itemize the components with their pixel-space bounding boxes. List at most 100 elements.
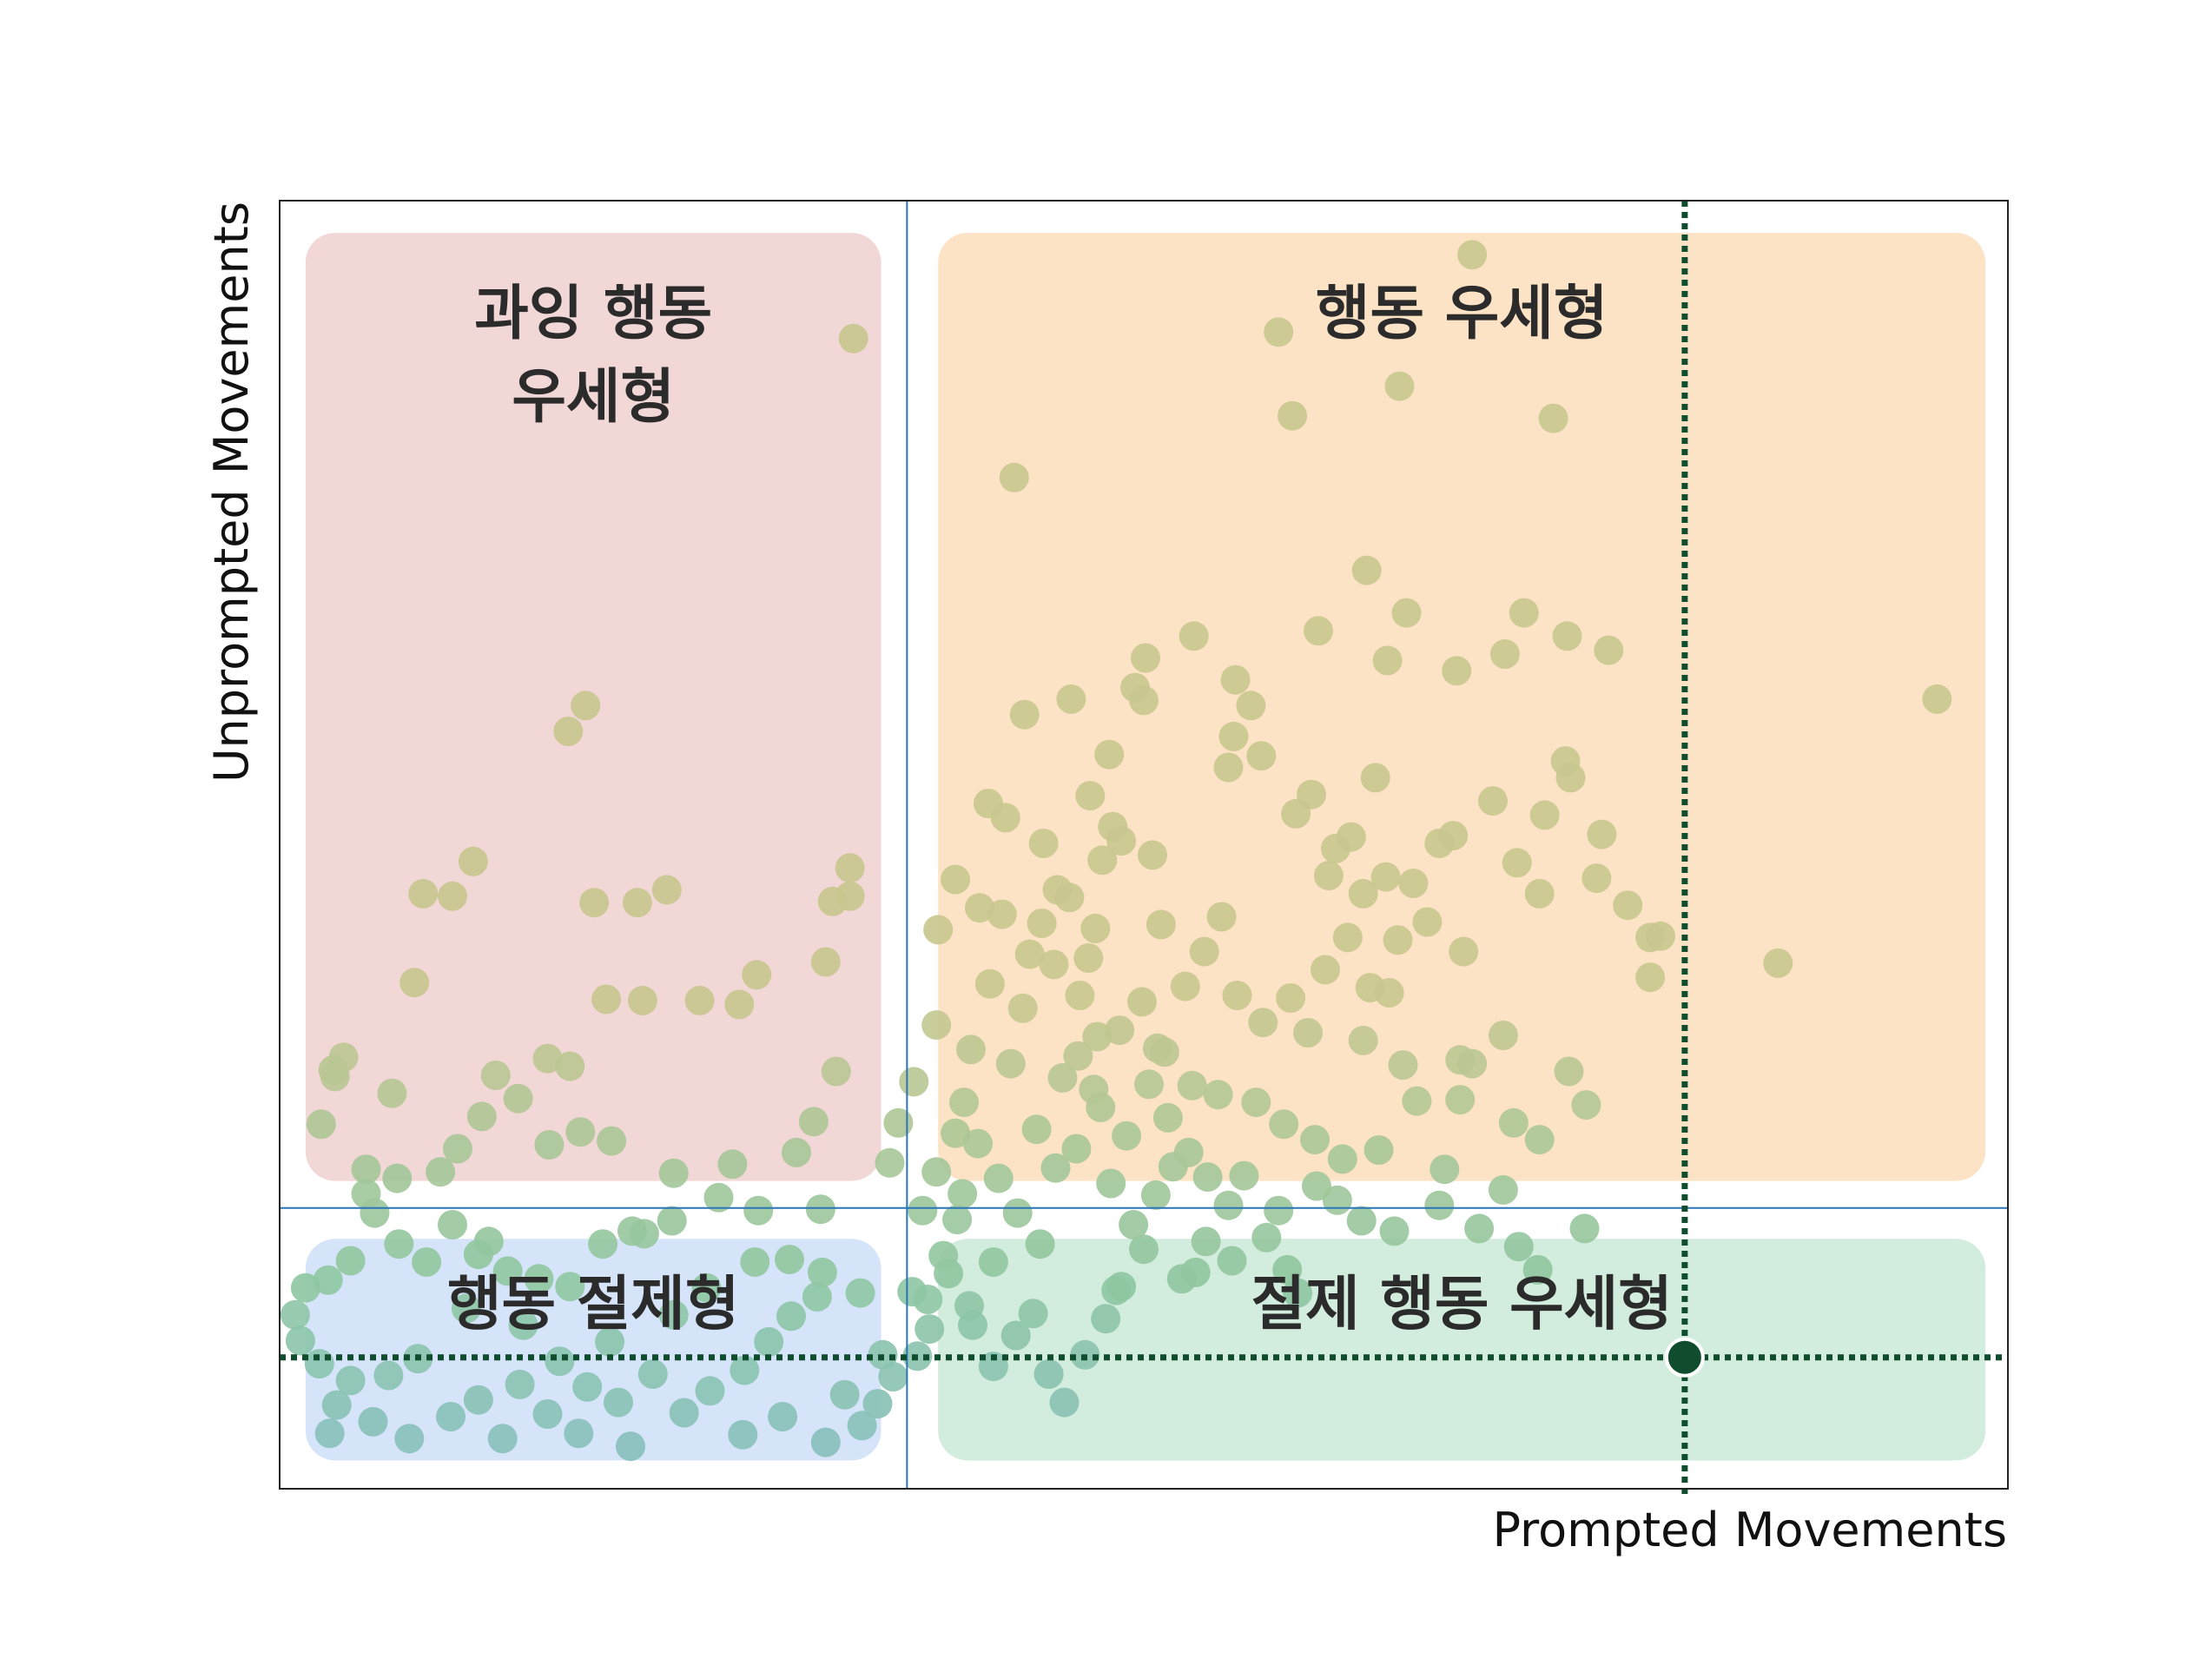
x-axis-label: Prompted Movements — [1492, 1503, 2007, 1557]
scatter-point — [321, 1390, 352, 1420]
scatter-point — [754, 1326, 784, 1357]
scatter-point — [941, 1118, 971, 1148]
scatter-point — [1364, 1135, 1394, 1165]
scatter-point — [1555, 763, 1586, 793]
scatter-point — [306, 1109, 336, 1140]
scatter-point — [817, 886, 848, 916]
scatter-point — [651, 875, 682, 905]
scatter-point — [862, 1389, 893, 1419]
scatter-point — [1538, 403, 1568, 433]
scatter-point — [724, 989, 755, 1020]
scatter-point — [1587, 819, 1617, 849]
scatter-point — [564, 1418, 594, 1449]
scatter-point — [555, 1272, 585, 1302]
scatter-point — [565, 1117, 596, 1147]
scatter-point — [532, 1043, 563, 1074]
scatter-point — [1322, 1185, 1352, 1215]
scatter-point — [782, 1137, 811, 1167]
scatter-point — [1047, 1062, 1078, 1093]
scatter-point — [443, 1134, 472, 1164]
scatter-point — [941, 864, 971, 895]
scatter-point — [408, 878, 439, 909]
scatter-point — [1304, 616, 1333, 646]
y-axis-label: Unprompted Movements — [204, 202, 259, 783]
scatter-point — [604, 1387, 633, 1418]
scatter-point — [942, 1205, 973, 1235]
scatter-point — [1302, 1171, 1331, 1201]
scatter-point — [1218, 721, 1249, 751]
scatter-point — [1351, 555, 1382, 585]
scatter-point — [838, 323, 868, 354]
scatter-point — [821, 1056, 851, 1087]
scatter-point — [524, 1264, 554, 1294]
scatter-point — [320, 1061, 350, 1092]
scatter-point — [508, 1310, 538, 1340]
scatter-point — [798, 1107, 829, 1137]
scatter-point — [740, 1247, 770, 1277]
scatter-point — [1049, 1387, 1080, 1418]
scatter-point — [1061, 1134, 1092, 1164]
scatter-point — [384, 1229, 414, 1259]
scatter-point — [1430, 1154, 1460, 1185]
scatter-point — [1379, 1216, 1410, 1246]
scatter-point — [1213, 752, 1244, 783]
scatter-point — [313, 1265, 343, 1295]
scatter-point — [1581, 863, 1612, 894]
scatter-point — [768, 1402, 798, 1431]
scatter-point — [1129, 1234, 1159, 1265]
scatter-point — [480, 1061, 511, 1090]
scatter-point — [1554, 1056, 1584, 1087]
scatter-points — [280, 240, 1952, 1462]
reference-lines — [280, 201, 2008, 1499]
scatter-point — [1529, 800, 1560, 830]
scatter-point — [1922, 684, 1952, 714]
scatter-point — [1028, 829, 1059, 858]
scatter-point — [1327, 1144, 1357, 1174]
scatter-point — [591, 984, 622, 1015]
scatter-point — [1134, 1069, 1164, 1100]
scatter-point — [948, 1179, 978, 1209]
scatter-point — [1009, 699, 1040, 730]
quadrant-4-label-line-1: 절제 행동 우세형 — [1251, 1270, 1673, 1338]
scatter-point — [913, 1285, 943, 1314]
scatter-point — [1372, 645, 1403, 676]
scatter-point — [1140, 1180, 1171, 1210]
scatter-point — [1229, 1160, 1259, 1191]
scatter-point — [995, 1048, 1026, 1079]
scatter-point — [1094, 739, 1125, 770]
scatter-point — [466, 1101, 497, 1132]
scatter-point — [669, 1398, 699, 1428]
scatter-point — [1412, 907, 1443, 937]
scatter-point — [458, 846, 488, 876]
scatter-point — [1383, 925, 1413, 955]
quadrant-1-label-line-2: 우세형 — [512, 363, 675, 432]
scatter-point — [802, 1282, 832, 1312]
scatter-point — [394, 1424, 425, 1454]
scatter-point — [426, 1157, 456, 1187]
scatter-point — [1189, 936, 1219, 967]
scatter-point — [1445, 1085, 1476, 1115]
scatter-point — [810, 1427, 841, 1457]
scatter-point — [658, 1158, 689, 1188]
scatter-point — [1283, 1278, 1313, 1308]
scatter-point — [1278, 400, 1308, 431]
quadrant-1-label-line-1: 과잉 행동 — [474, 280, 712, 348]
scatter-point — [1332, 922, 1363, 953]
scatter-point — [487, 1424, 518, 1454]
scatter-point — [1241, 1087, 1271, 1118]
scatter-point — [1293, 1018, 1323, 1048]
scatter-point — [1763, 948, 1793, 978]
scatter-point — [1170, 971, 1200, 1001]
scatter-point — [438, 881, 467, 911]
scatter-point — [1080, 913, 1111, 943]
scatter-point — [742, 960, 772, 990]
scatter-point — [492, 1256, 523, 1286]
scatter-point — [1138, 840, 1167, 870]
scatter-point — [807, 1257, 837, 1287]
plot-frame — [279, 200, 2009, 1490]
scatter-point — [695, 1376, 725, 1406]
scatter-point — [1388, 1050, 1418, 1081]
scatter-point — [1251, 1222, 1282, 1253]
scatter-point — [1424, 829, 1455, 858]
quadrant-3-label-line-1: 행동 절제형 — [447, 1270, 739, 1338]
